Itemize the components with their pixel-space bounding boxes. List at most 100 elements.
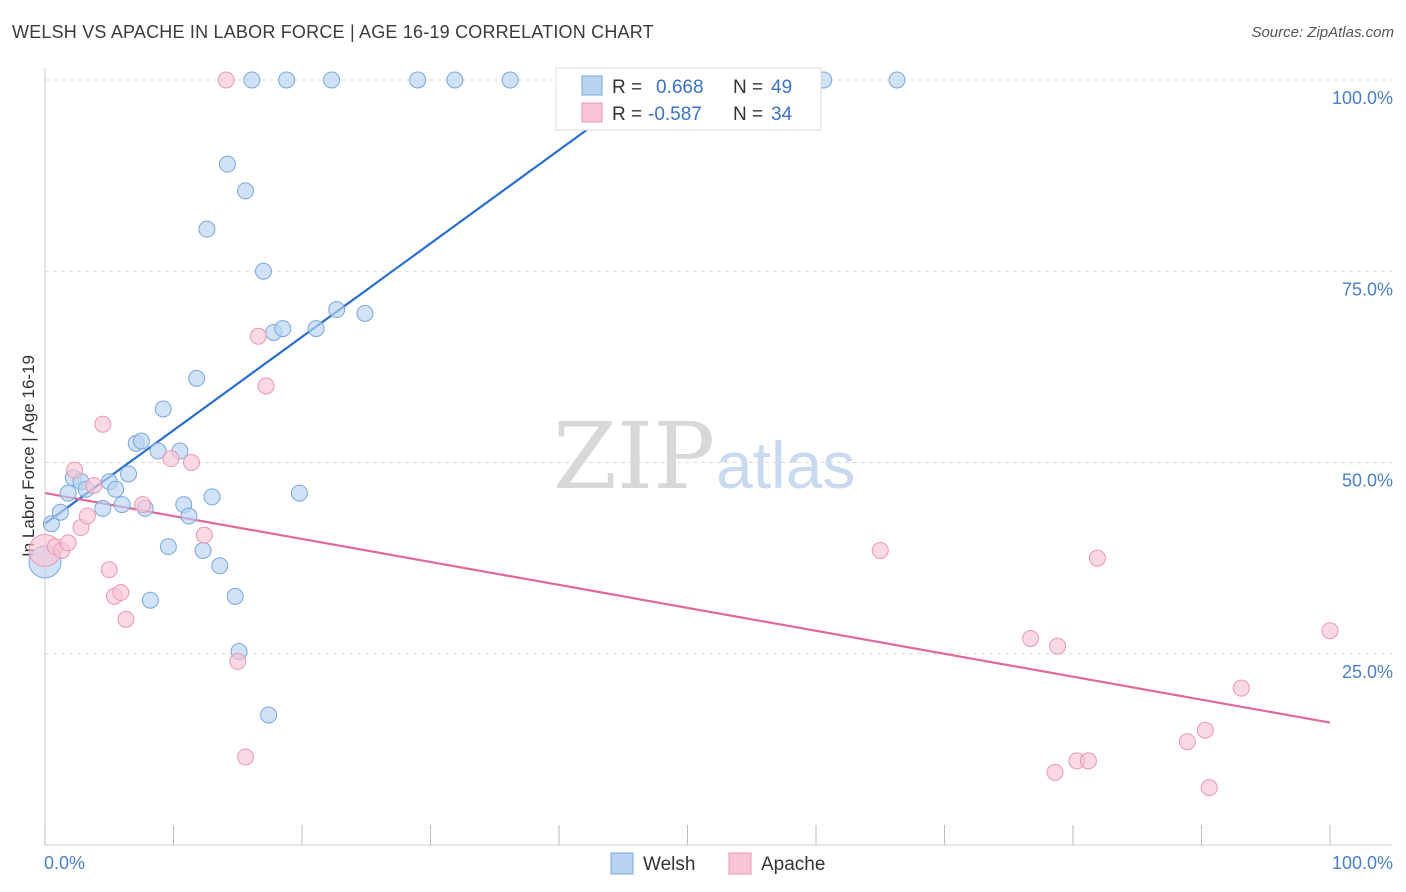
welsh-point bbox=[120, 465, 138, 483]
apache-point bbox=[229, 652, 247, 670]
welsh-point bbox=[154, 400, 172, 418]
apache-point bbox=[249, 327, 267, 345]
apache-point bbox=[66, 461, 84, 479]
legend-r-label-apache: R = bbox=[612, 104, 642, 125]
welsh-point bbox=[141, 591, 159, 609]
welsh-point bbox=[328, 301, 346, 318]
gridlines bbox=[45, 79, 1392, 655]
welsh-point bbox=[307, 320, 325, 338]
apache-point bbox=[1079, 752, 1097, 770]
apache-point bbox=[236, 748, 254, 766]
legend-r-label-welsh: R = bbox=[612, 77, 642, 98]
welsh-point bbox=[51, 503, 69, 521]
series-legend: Welsh Apache bbox=[610, 852, 825, 875]
legend-n-label-welsh: N = bbox=[733, 77, 763, 98]
welsh-point bbox=[290, 484, 308, 502]
apache-point bbox=[195, 526, 213, 544]
chart-title: WELSH VS APACHE IN LABOR FORCE | AGE 16-… bbox=[12, 22, 654, 42]
welsh-point bbox=[260, 706, 278, 724]
source-label: Source: ZipAtlas.com bbox=[1251, 24, 1394, 41]
welsh-point bbox=[211, 557, 229, 575]
apache-point bbox=[1178, 733, 1196, 751]
welsh-point bbox=[226, 587, 244, 605]
watermark: ZIP atlas bbox=[553, 403, 855, 510]
watermark-atlas: atlas bbox=[716, 428, 855, 502]
apache-point bbox=[1049, 637, 1067, 655]
apache-point bbox=[1232, 679, 1250, 697]
welsh-point bbox=[198, 220, 216, 238]
welsh-point bbox=[323, 71, 341, 89]
bottom-legend-apache: Apache bbox=[761, 854, 825, 875]
welsh-point bbox=[42, 515, 60, 533]
legend-swatch-welsh bbox=[581, 75, 603, 96]
x-tick-labels: 0.0% 100.0% bbox=[44, 853, 1393, 873]
apache-point bbox=[78, 507, 96, 525]
apache-point bbox=[182, 454, 200, 471]
correlation-legend: R = 0.668 N = 49 R = -0.587 N = 34 bbox=[555, 67, 822, 131]
apache-point bbox=[1046, 763, 1064, 781]
apache-points bbox=[28, 71, 1339, 797]
watermark-zip: ZIP bbox=[553, 403, 715, 510]
apache-point bbox=[1196, 721, 1214, 739]
legend-n-value-welsh: 49 bbox=[771, 77, 792, 98]
welsh-point bbox=[218, 155, 236, 173]
apache-point bbox=[117, 610, 135, 628]
welsh-point bbox=[107, 480, 125, 498]
apache-point bbox=[1022, 629, 1040, 647]
welsh-point bbox=[236, 182, 254, 200]
welsh-point bbox=[59, 484, 77, 502]
trend-line-apache bbox=[44, 492, 1331, 724]
welsh-point bbox=[113, 496, 131, 514]
trend-lines bbox=[44, 79, 1331, 724]
apache-point bbox=[94, 415, 112, 433]
trend-line-welsh bbox=[44, 79, 657, 525]
bottom-legend-swatch-welsh bbox=[610, 852, 634, 875]
welsh-point bbox=[180, 507, 198, 525]
welsh-point bbox=[446, 71, 464, 89]
apache-point bbox=[100, 561, 118, 579]
welsh-point bbox=[254, 262, 272, 280]
apache-point bbox=[871, 541, 889, 559]
apache-point bbox=[85, 476, 103, 494]
x-tick-label-max: 100.0% bbox=[1332, 853, 1393, 873]
welsh-point bbox=[888, 71, 906, 89]
welsh-point bbox=[243, 71, 261, 89]
y-axis-label: In Labor Force | Age 16-19 bbox=[19, 355, 38, 557]
apache-point bbox=[134, 496, 152, 514]
bottom-legend-welsh: Welsh bbox=[643, 854, 695, 875]
y-tick-label: 100.0% bbox=[1332, 88, 1393, 108]
welsh-point bbox=[149, 442, 167, 460]
apache-point bbox=[257, 377, 275, 395]
y-tick-label: 50.0% bbox=[1342, 471, 1393, 491]
welsh-points bbox=[28, 71, 906, 724]
apache-point bbox=[1200, 779, 1218, 797]
welsh-point bbox=[409, 71, 427, 89]
welsh-point bbox=[94, 499, 112, 517]
legend-r-value-apache: -0.587 bbox=[648, 104, 702, 125]
axes bbox=[44, 68, 1392, 846]
apache-point bbox=[162, 450, 180, 468]
legend-n-value-apache: 34 bbox=[771, 104, 793, 125]
apache-point bbox=[59, 534, 77, 552]
legend-swatch-apache bbox=[581, 102, 603, 123]
welsh-point bbox=[159, 538, 177, 556]
welsh-point bbox=[274, 320, 292, 338]
welsh-point bbox=[501, 71, 519, 89]
welsh-point bbox=[278, 71, 296, 89]
welsh-point bbox=[188, 369, 206, 387]
welsh-point bbox=[356, 304, 374, 322]
apache-point bbox=[217, 71, 235, 89]
legend-r-value-welsh: 0.668 bbox=[656, 77, 704, 98]
y-tick-label: 25.0% bbox=[1342, 662, 1393, 682]
legend-n-label-apache: N = bbox=[733, 104, 763, 125]
x-tick-label-min: 0.0% bbox=[44, 853, 85, 873]
bottom-legend-swatch-apache bbox=[728, 852, 752, 875]
apache-point bbox=[1321, 622, 1339, 640]
apache-point bbox=[112, 584, 130, 602]
welsh-point bbox=[132, 432, 150, 450]
welsh-point bbox=[194, 541, 212, 559]
y-tick-labels: 25.0% 50.0% 75.0% 100.0% bbox=[1332, 88, 1393, 682]
welsh-point bbox=[203, 488, 221, 506]
apache-point bbox=[1088, 549, 1106, 567]
